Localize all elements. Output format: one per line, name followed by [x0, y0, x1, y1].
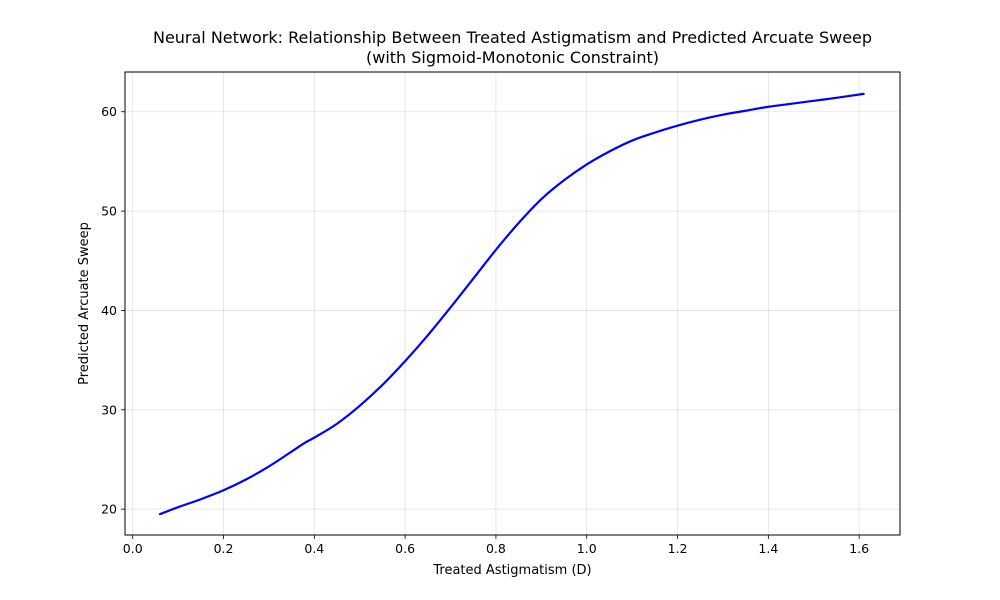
x-tick-label: 1.2 [668, 541, 688, 556]
x-tick-label: 1.0 [577, 541, 597, 556]
data-series [158, 92, 865, 516]
y-tick-label: 60 [101, 104, 117, 119]
y-tick-label: 40 [101, 303, 117, 318]
x-tick-label: 0.4 [304, 541, 324, 556]
x-axis-label: Treated Astigmatism (D) [432, 563, 591, 578]
x-tick-label: 0.2 [214, 541, 234, 556]
y-tick-label: 20 [101, 502, 117, 517]
x-tick-label: 0.8 [486, 541, 506, 556]
x-tick-label: 1.4 [758, 541, 778, 556]
x-tick-label: 0.0 [123, 541, 143, 556]
axis-ticks: 0.0 0.2 0.4 0.6 0.8 1.0 1.2 1.4 1.6 20 30 40 50 60 [101, 104, 869, 556]
series-line [158, 92, 865, 516]
y-tick-label: 50 [101, 204, 117, 219]
x-tick-label: 0.6 [395, 541, 415, 556]
chart-title-line-2: (with Sigmoid-Monotonic Constraint) [366, 48, 659, 67]
plot-area-frame [124, 71, 901, 536]
x-tick-label: 1.6 [849, 541, 869, 556]
y-tick-label: 30 [101, 402, 117, 417]
grid [125, 72, 900, 535]
y-axis-label: Predicted Arcuate Sweep [77, 222, 92, 385]
chart-title-line-1: Neural Network: Relationship Between Tre… [153, 28, 872, 47]
